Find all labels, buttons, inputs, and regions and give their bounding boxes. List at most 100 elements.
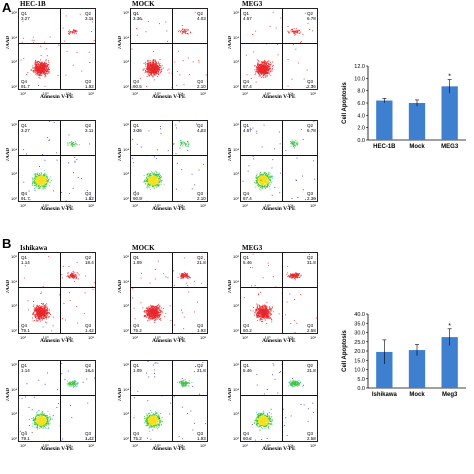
quadrant-value-q4: 90.5 xyxy=(133,84,142,89)
y-tick-label: 10² xyxy=(233,196,239,201)
category-label: Mock xyxy=(409,144,425,150)
plot-title: MOCK xyxy=(132,0,155,8)
gate-line-horizontal xyxy=(131,287,207,288)
y-tick-label: 10⁴ xyxy=(123,386,130,392)
y-tick-label: 10⁴ xyxy=(11,278,18,284)
scatter-dots xyxy=(19,362,95,441)
y-tick-label: 0.0 xyxy=(357,386,365,392)
quadrant-name-q2: Q2 xyxy=(307,11,314,16)
y-tick-label: 35.0 xyxy=(354,321,365,327)
scatter-dots xyxy=(20,255,95,332)
y-tick-label: 10⁴ xyxy=(123,146,130,152)
category-label: HEC-1B xyxy=(373,144,396,150)
gate-line-horizontal xyxy=(241,395,317,396)
y-tick-label: 0.0 xyxy=(357,138,365,144)
x-tick-label: 10³ xyxy=(154,443,161,448)
x-tick-label: 10² xyxy=(20,335,26,340)
quadrant-value-q4: 90.5 xyxy=(133,196,142,201)
y-tick-label: 10⁴ xyxy=(233,386,240,392)
bar-chart-ishikawa: 0.0 5.0 10.0 15.0 20.0 25.0 30.0 35.0 40.0 Cell A… xyxy=(342,312,466,398)
gate-line-horizontal xyxy=(131,43,207,44)
significance-marker: * xyxy=(448,74,451,81)
x-tick-label: 10⁵ xyxy=(88,91,95,96)
gate-line-vertical xyxy=(60,121,61,201)
x-tick-label: 10⁴ xyxy=(287,335,294,340)
quadrant-value-q3: 2.10 xyxy=(197,196,206,201)
y-tick-label: 10⁵ xyxy=(11,10,18,15)
quadrant-value-q2: 3.11 xyxy=(85,16,94,21)
scatter-dots xyxy=(242,121,316,201)
x-tick-label: 10³ xyxy=(264,443,271,448)
quadrant-value-q3: 1.93 xyxy=(197,328,206,333)
quadrant-name-q4: Q4 xyxy=(133,191,140,196)
quadrant-value-q4: 79.1 xyxy=(21,436,30,441)
y-tick-label: 10² xyxy=(123,436,129,441)
x-axis-label: Annexin V-PE xyxy=(152,94,186,100)
x-tick-label: 10² xyxy=(132,203,138,208)
quadrant-name-q4: Q4 xyxy=(133,323,140,328)
plot-title: Ishikawa xyxy=(20,244,48,252)
bar-chart-hec1b: 0.0 2.0 4.0 6.0 8.0 10.0 12.0 Cell Apoptosis HEC… xyxy=(342,64,466,150)
x-tick-label: 10⁵ xyxy=(310,335,317,340)
gate-line-horizontal xyxy=(131,155,207,156)
y-tick-label: 10³ xyxy=(11,303,17,309)
scatter-dots xyxy=(20,13,95,87)
flow-plot: Q1 1.14 Q2 18.4 Q3 1.42 Q4 79.1 xyxy=(18,252,96,334)
quadrant-name-q3: Q3 xyxy=(197,79,204,84)
y-tick-label: 10² xyxy=(123,328,129,333)
quadrant-value-q4: 91.7 xyxy=(21,84,30,89)
quadrant-value-q3: 1.92 xyxy=(85,196,94,201)
y-tick-label: 30.0 xyxy=(354,331,365,337)
y-tick-label: 10⁵ xyxy=(123,10,130,15)
scatter-dots xyxy=(22,121,92,201)
y-tick-label: 10³ xyxy=(11,171,17,177)
quadrant-value-q3: 2.58 xyxy=(307,436,316,441)
category-label: Ishikawa xyxy=(372,392,398,398)
quadrant-value-q1: 1.14 xyxy=(21,260,30,265)
quadrant-name-q1: Q1 xyxy=(243,11,250,16)
scatter-dots xyxy=(243,253,317,333)
x-axis-label: Annexin V-PE xyxy=(262,94,296,100)
y-tick-label: 10⁵ xyxy=(233,362,240,367)
quadrant-name-q3: Q3 xyxy=(307,431,314,436)
category-label: MEG3 xyxy=(441,144,459,150)
quadrant-value-q2: 3.11 xyxy=(85,128,94,133)
y-tick-label: 10⁴ xyxy=(123,278,130,284)
x-tick-label: 10⁴ xyxy=(287,91,294,96)
quadrant-value-q4: 60.2 xyxy=(243,328,252,333)
x-tick-label: 10⁵ xyxy=(200,335,207,340)
flow-plot: Q1 3.27 Q2 3.11 Q3 1.92 Q4 91.7 xyxy=(18,120,96,202)
x-tick-label: 10⁴ xyxy=(287,203,294,208)
x-tick-label: 10³ xyxy=(264,203,271,208)
x-tick-label: 10⁵ xyxy=(310,91,317,96)
quadrant-name-q4: Q4 xyxy=(133,431,140,436)
quadrant-value-q2: 21.8 xyxy=(197,368,206,373)
y-tick-label: 10⁵ xyxy=(233,122,240,127)
x-tick-label: 10⁵ xyxy=(88,443,95,448)
y-tick-label: 8.0 xyxy=(357,89,365,95)
x-tick-label: 10⁵ xyxy=(310,443,317,448)
x-tick-label: 10³ xyxy=(154,91,161,96)
y-tick-label: 10⁴ xyxy=(11,146,18,152)
y-tick-label: 12.0 xyxy=(354,64,365,70)
plot-title: MEG3 xyxy=(242,0,263,8)
quadrant-name-q2: Q2 xyxy=(85,11,92,16)
quadrant-name-q2: Q2 xyxy=(307,363,314,368)
y-axis-label: Cell Apoptosis xyxy=(342,81,348,123)
y-tick-label: 10² xyxy=(233,84,239,89)
quadrant-name-q4: Q4 xyxy=(243,431,250,436)
quadrant-value-q3: 1.42 xyxy=(85,328,94,333)
panel-letter-b: B xyxy=(2,236,12,251)
gate-line-horizontal xyxy=(19,43,95,44)
quadrant-value-q1: 3.27 xyxy=(21,16,30,21)
x-axis-label: Annexin V-PE xyxy=(152,446,186,452)
x-axis-label: Annexin V-PE xyxy=(262,446,296,452)
x-tick-label: 10² xyxy=(132,335,138,340)
scatter-dots xyxy=(132,256,205,330)
y-tick-label: 10.0 xyxy=(354,368,365,374)
y-tick-label: 10³ xyxy=(11,59,17,65)
flow-plot: Q1 3.36 Q2 4.03 Q3 2.10 Q4 90.5 xyxy=(130,120,208,202)
x-axis-label: Annexin V-PE xyxy=(40,206,74,212)
x-tick-label: 10² xyxy=(20,443,26,448)
quadrant-name-q2: Q2 xyxy=(197,123,204,128)
